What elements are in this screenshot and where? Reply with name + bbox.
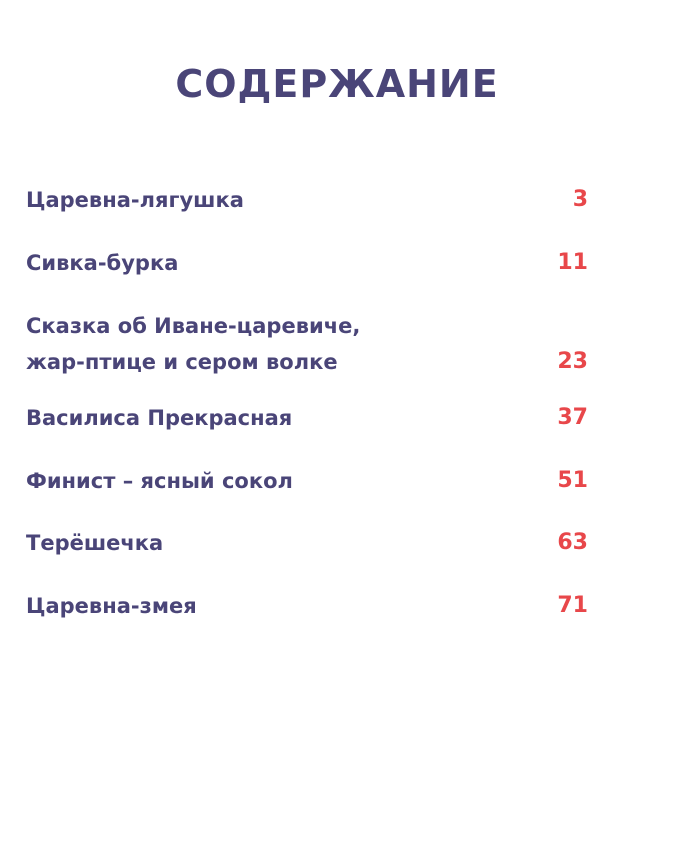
toc-entry: Сказка об Иване-царевиче, жар-птице и сер… xyxy=(26,308,588,380)
toc-entry: Терёшечка 63 xyxy=(26,525,588,561)
title: СОДЕРЖАНИЕ xyxy=(175,62,499,106)
entry-title: Сивка-бурка xyxy=(26,251,179,275)
entry-title: Сказка об Иване-царевиче, xyxy=(26,314,361,338)
entry-title: Терёшечка xyxy=(26,531,164,555)
page-number: 63 xyxy=(557,530,588,555)
toc-entry: Сивка-бурка 11 xyxy=(26,245,588,281)
entry-title: жар-птице и сером волке xyxy=(26,350,338,374)
toc-entry: Царевна-змея 71 xyxy=(26,588,588,624)
toc-entry: Финист – ясный сокол 51 xyxy=(26,463,588,499)
page-number: 37 xyxy=(557,405,588,430)
toc-entry: Царевна-лягушка 3 xyxy=(26,182,588,218)
page-number: 11 xyxy=(557,250,588,275)
entry-title: Василиса Прекрасная xyxy=(26,406,293,430)
entry-title: Финист – ясный сокол xyxy=(26,469,293,493)
page-number: 51 xyxy=(557,468,588,493)
page-number: 71 xyxy=(557,593,588,618)
entry-title: Царевна-лягушка xyxy=(26,188,244,212)
page-number: 3 xyxy=(572,187,588,212)
page-number: 23 xyxy=(557,349,588,374)
toc-entry: Василиса Прекрасная 37 xyxy=(26,400,588,436)
entry-title: Царевна-змея xyxy=(26,594,197,618)
